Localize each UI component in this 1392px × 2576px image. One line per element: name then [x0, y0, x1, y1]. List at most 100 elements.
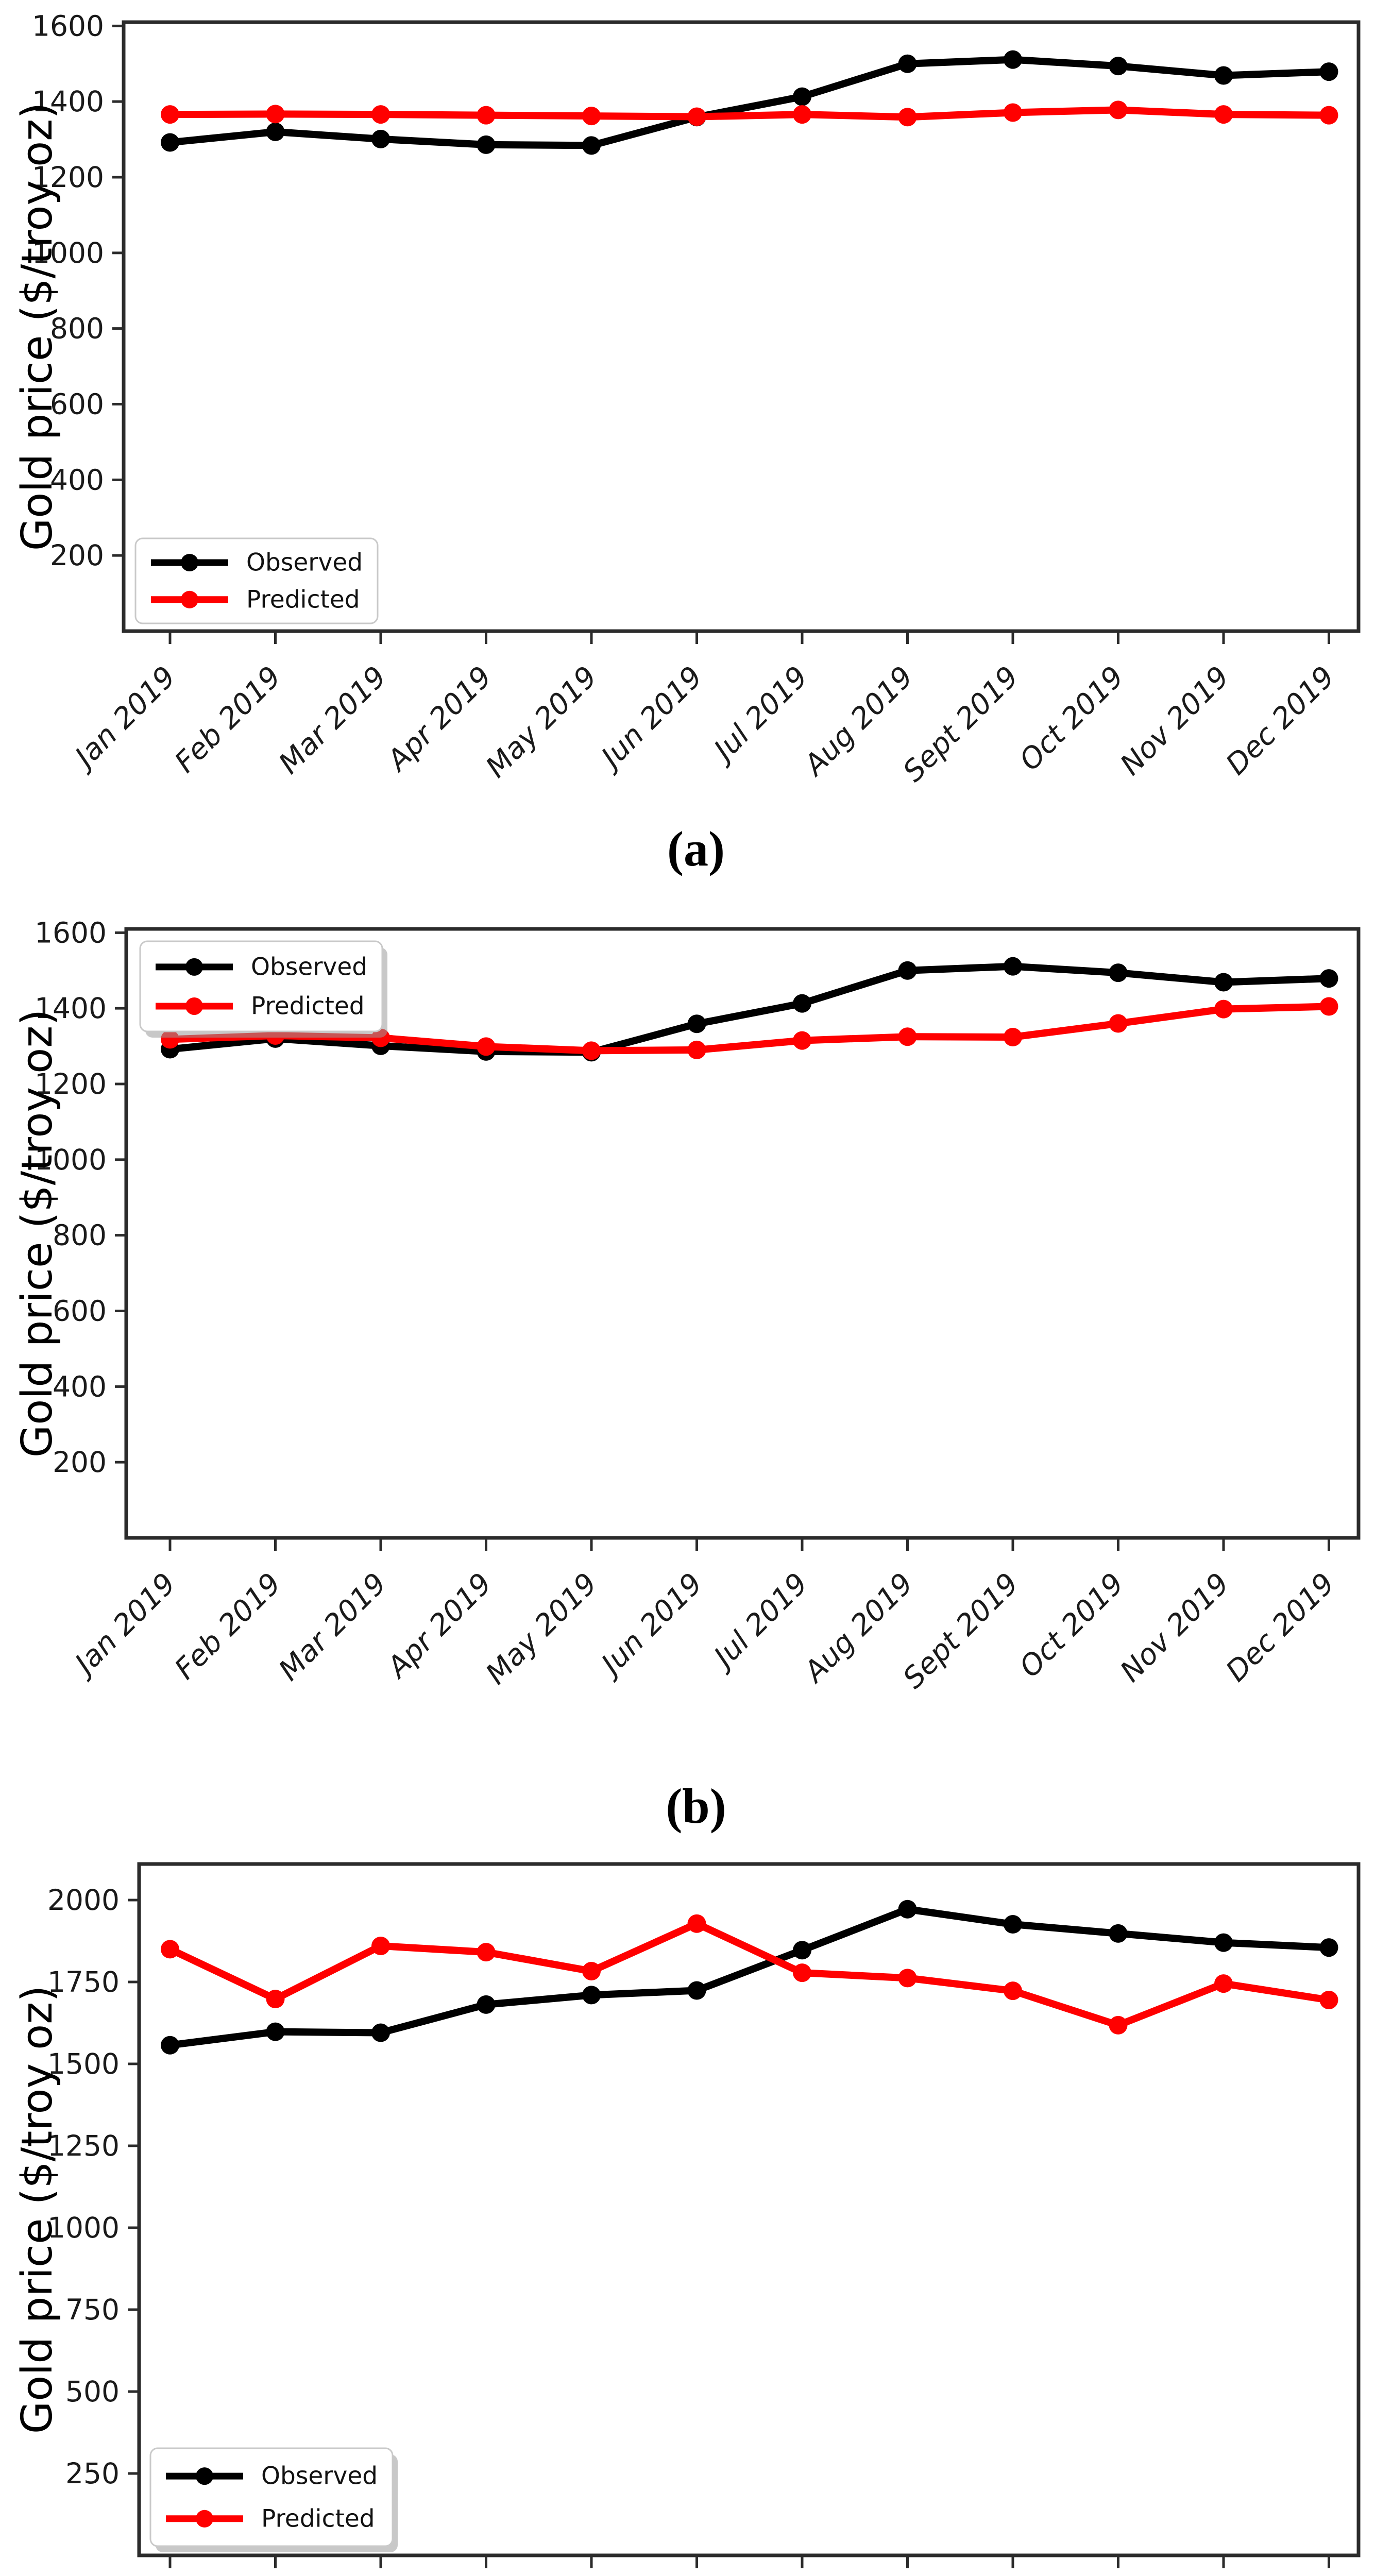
- y-tick-label: 750: [65, 2293, 120, 2326]
- x-tick-label: Nov 2019: [1114, 660, 1236, 782]
- chart-a: 200 400 600 800 1000 1200 1400 1600 Jan 2019Feb …: [13, 9, 1361, 788]
- y-tick-label: 1600: [35, 916, 107, 949]
- x-tick-label: Jun 2019: [591, 1567, 709, 1684]
- point-predicted-4: [582, 1961, 601, 1980]
- point-observed-5: [687, 1014, 706, 1033]
- chart-a-caption: (a): [667, 821, 725, 876]
- y-tick-label: 800: [50, 312, 104, 345]
- point-observed-6: [793, 1941, 811, 1960]
- y-axis-label: Gold price ($/troy oz): [13, 103, 62, 551]
- y-tick-label: 200: [50, 539, 104, 572]
- legend-predicted-marker: [181, 590, 198, 608]
- point-predicted-1: [266, 105, 285, 124]
- point-predicted-8: [1004, 103, 1022, 122]
- x-tick-label: Oct 2019: [1013, 1567, 1131, 1684]
- point-predicted-6: [793, 1963, 811, 1982]
- point-predicted-11: [1319, 997, 1338, 1016]
- legend-observed-marker: [196, 2467, 213, 2485]
- point-observed-0: [161, 133, 179, 152]
- plot-frame-c: [137, 1862, 1361, 2557]
- point-predicted-8: [1004, 1981, 1022, 2001]
- point-predicted-3: [477, 1037, 496, 1056]
- point-predicted-5: [687, 107, 706, 126]
- point-predicted-4: [582, 107, 601, 126]
- point-predicted-7: [898, 1027, 917, 1046]
- point-predicted-7: [898, 1969, 917, 1988]
- point-predicted-9: [1109, 100, 1128, 120]
- y-tick-label: 600: [50, 388, 104, 421]
- point-observed-9: [1109, 963, 1128, 982]
- point-predicted-1: [266, 1990, 285, 2009]
- point-observed-1: [266, 2022, 285, 2041]
- point-predicted-9: [1109, 2015, 1128, 2035]
- legend-observed-label: Observed: [251, 953, 367, 981]
- y-tick-label: 1200: [32, 161, 104, 194]
- x-tick-label: Sept 2019: [896, 1567, 1025, 1695]
- legend-predicted-marker: [196, 2510, 213, 2528]
- x-tick-label: Jul 2019: [704, 1567, 814, 1677]
- y-tick-label: 200: [53, 1446, 107, 1479]
- point-observed-7: [898, 54, 917, 73]
- point-observed-11: [1319, 1938, 1338, 1957]
- point-observed-3: [477, 1995, 496, 2014]
- chart-b-caption: (b): [666, 1778, 726, 1834]
- y-tick-label: 800: [53, 1219, 107, 1252]
- y-tick-label: 1000: [47, 2211, 120, 2244]
- y-tick-label: 1200: [35, 1067, 107, 1100]
- x-tick-label: Dec 2019: [1219, 1567, 1341, 1688]
- y-tick-label: 1000: [35, 1143, 107, 1176]
- y-tick-label: 250: [65, 2457, 120, 2490]
- point-observed-3: [477, 135, 496, 154]
- chart-b: 200 400 600 800 1000 1200 1400 1600 Jan 2019Feb …: [13, 916, 1361, 1695]
- point-predicted-2: [371, 1937, 390, 1956]
- x-tick-label: Jan 2019: [65, 660, 182, 777]
- point-observed-11: [1319, 62, 1338, 81]
- chart-c: 25050075010001250150017502000Jan 2020Feb…: [13, 1862, 1361, 2568]
- point-observed-1: [266, 122, 285, 141]
- point-observed-8: [1004, 50, 1022, 69]
- point-observed-5: [687, 1981, 706, 2000]
- point-predicted-0: [161, 1940, 179, 1959]
- point-predicted-9: [1109, 1014, 1128, 1033]
- point-observed-4: [582, 1986, 601, 2005]
- point-observed-4: [582, 136, 601, 155]
- x-tick-label: Feb 2019: [168, 1567, 288, 1686]
- y-tick-label: 400: [50, 463, 104, 496]
- y-tick-label: 1750: [47, 1965, 120, 1998]
- point-predicted-0: [161, 105, 179, 124]
- y-tick-label: 1000: [32, 236, 104, 269]
- series-predicted-line: [169, 106, 1329, 121]
- legend-predicted-label: Predicted: [246, 585, 360, 614]
- point-observed-7: [898, 1900, 917, 1919]
- point-observed-0: [161, 2036, 179, 2055]
- x-tick-label: Nov 2019: [1114, 1567, 1236, 1689]
- y-tick-label: 1600: [32, 9, 104, 42]
- point-observed-9: [1109, 57, 1128, 76]
- point-observed-10: [1214, 66, 1233, 85]
- point-predicted-10: [1214, 1974, 1233, 1993]
- point-predicted-5: [687, 1040, 706, 1059]
- point-observed-9: [1109, 1924, 1128, 1943]
- y-tick-label: 1250: [47, 2129, 120, 2162]
- x-tick-label: Sept 2019: [896, 660, 1025, 788]
- y-tick-label: 1500: [47, 2047, 120, 2080]
- x-tick-label: May 2019: [480, 660, 604, 784]
- point-predicted-11: [1319, 1990, 1338, 2009]
- point-predicted-2: [371, 105, 390, 124]
- x-tick-label: Jul 2019: [704, 660, 814, 770]
- point-observed-2: [371, 2023, 390, 2042]
- legend-observed-marker: [185, 958, 203, 976]
- series-observed-line: [169, 56, 1329, 149]
- series-predicted-line: [168, 1920, 1330, 2029]
- point-observed-6: [793, 87, 811, 106]
- x-tick-label: Feb 2019: [168, 660, 288, 779]
- x-tick-label: Dec 2019: [1219, 660, 1341, 782]
- y-tick-label: 1400: [32, 85, 104, 118]
- point-predicted-8: [1004, 1027, 1022, 1046]
- point-observed-8: [1004, 957, 1022, 976]
- y-axis-label: Gold price ($/troy oz): [13, 1986, 62, 2434]
- y-axis-label: Gold price ($/troy oz): [13, 1009, 62, 1458]
- legend-predicted-label: Predicted: [261, 2504, 375, 2533]
- x-tick-label: Mar 2019: [273, 660, 393, 781]
